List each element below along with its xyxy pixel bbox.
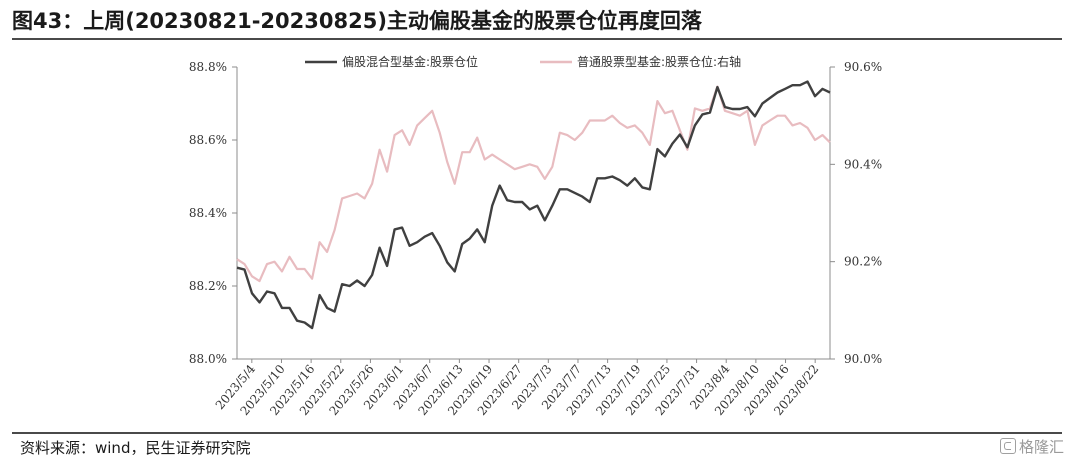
right-tick-label: 90.2% [844,255,882,269]
logo-icon [1000,438,1016,454]
watermark-logo: 格隆汇 [1000,436,1064,458]
chart-axes: 88.0% 88.2% 88.4% 88.6% 88.8% 90.0% 90.2% 90.4%… [189,60,882,418]
legend-label-series-1: 偏股混合型基金:股票仓位 [342,54,478,69]
right-tick-label: 90.6% [844,60,882,74]
series-line-1 [236,80,831,330]
right-tick-label: 90.4% [844,157,882,171]
left-tick-label: 88.4% [189,206,227,220]
left-tick-label: 88.0% [189,352,227,366]
chart-series [236,80,831,330]
left-tick-label: 88.8% [189,60,227,74]
logo-text: 格隆汇 [1019,438,1065,456]
right-tick-label: 90.0% [844,352,882,366]
footer-divider [12,432,1062,434]
chart-title: 图43：上周(20230821-20230825)主动偏股基金的股票仓位再度回落 [12,9,702,33]
chart-legend: 偏股混合型基金:股票仓位 普通股票型基金:股票仓位:右轴 [305,54,741,69]
legend-label-series-2: 普通股票型基金:股票仓位:右轴 [577,54,741,69]
title-divider [12,38,1062,40]
series-line-2 [236,85,831,283]
left-tick-label: 88.6% [189,133,227,147]
source-note: 资料来源：wind，民生证券研究院 [20,439,251,457]
left-tick-label: 88.2% [189,279,227,293]
line-chart: 88.0% 88.2% 88.4% 88.6% 88.8% 90.0% 90.2% 90.4%… [189,54,882,418]
